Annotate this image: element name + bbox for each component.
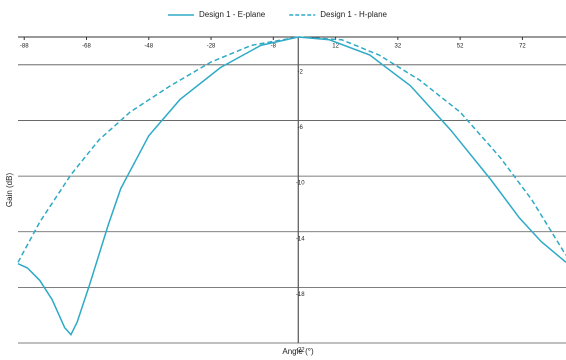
- y-tick-label: -18: [296, 292, 305, 298]
- x-tick-label: -28: [207, 44, 216, 50]
- x-tick-label: -48: [144, 44, 153, 50]
- legend-label: Design 1 - H-plane: [320, 10, 387, 19]
- series-line: [17, 36, 566, 336]
- y-tick-label: -2: [298, 69, 304, 75]
- y-tick-label: -22: [296, 348, 305, 354]
- y-axis-title: Gain (dB): [5, 173, 14, 208]
- legend-label: Design 1 - E-plane: [199, 10, 266, 19]
- x-tick-label: 32: [395, 44, 402, 50]
- x-tick-label: -88: [20, 44, 29, 50]
- series-line: [17, 36, 566, 263]
- x-tick-label: 72: [519, 44, 526, 50]
- y-tick-label: -10: [296, 181, 305, 187]
- y-tick-label: -14: [296, 236, 305, 242]
- x-axis-title: Angle (°): [282, 347, 314, 356]
- x-tick-label: 12: [332, 44, 339, 50]
- x-tick-label: -68: [82, 44, 91, 50]
- x-tick-label: 52: [457, 44, 464, 50]
- x-tick-label: -8: [271, 44, 277, 50]
- y-tick-label: -6: [298, 125, 304, 131]
